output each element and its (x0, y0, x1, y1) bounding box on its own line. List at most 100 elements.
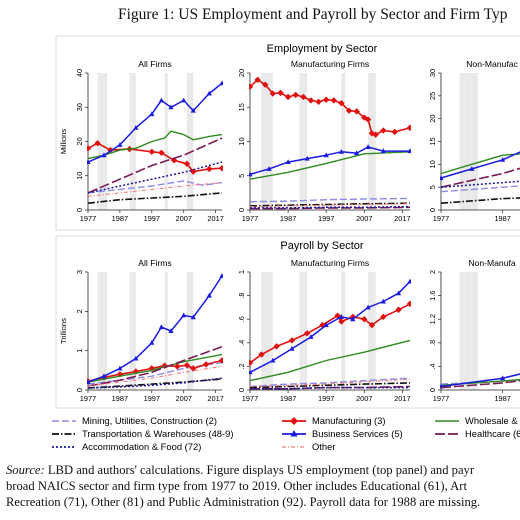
y-tick-label: 0 (428, 388, 437, 392)
point-manufacturing (158, 149, 165, 157)
legend-item-business: Business Services (5) (282, 428, 403, 439)
point-manufacturing (269, 90, 277, 97)
recession-band (265, 73, 270, 210)
point-manufacturing (107, 146, 114, 154)
series-line-healthcare (440, 379, 520, 389)
point-manufacturing (372, 131, 379, 138)
x-tick-label: 2017 (207, 214, 223, 223)
point-business (158, 97, 164, 103)
caption-line-1: LBD and authors' calculations. Figure di… (44, 463, 475, 477)
point-business (469, 166, 475, 171)
y-tick-label: .4 (428, 363, 437, 369)
x-tick-label: 1987 (280, 214, 296, 223)
chart-title: Manufacturing Firms (291, 59, 369, 69)
point-business (87, 159, 91, 165)
point-business (101, 152, 107, 158)
figure-caption: Source: LBD and authors' calculations. F… (6, 462, 520, 510)
series-line-transportation (87, 378, 223, 389)
recession-shading (97, 272, 194, 390)
y-axis-label: Trillions (59, 318, 68, 344)
recession-band (186, 73, 191, 210)
y-tick-label: .2 (237, 363, 246, 369)
legend-item-healthcare: Healthcare (62 (435, 428, 520, 439)
point-manufacturing (380, 313, 387, 321)
point-manufacturing (183, 362, 191, 369)
recession-band (261, 73, 266, 210)
chart-title: All Firms (138, 258, 171, 268)
series-line-healthcare (440, 167, 520, 188)
point-business (266, 166, 272, 171)
point-business (168, 104, 174, 110)
point-manufacturing (361, 316, 368, 323)
legend-marker (290, 430, 298, 437)
recession-band (132, 73, 136, 210)
series-group (249, 76, 411, 210)
recession-band (341, 73, 346, 210)
recession-band (100, 272, 104, 390)
series-line-healthcare (87, 345, 223, 387)
y-tick-label: 1.2 (428, 314, 437, 324)
x-tick-label: 2007 (356, 214, 372, 223)
point-manufacturing (249, 83, 254, 90)
y-tick-label: 0 (237, 208, 246, 212)
point-business (500, 156, 506, 162)
y-tick-label: 5 (428, 185, 437, 189)
y-tick-label: 30 (75, 103, 84, 111)
y-tick-label: 2 (428, 270, 437, 274)
series-line-wholesale (249, 151, 411, 180)
series-group (440, 373, 520, 389)
point-manufacturing (303, 330, 311, 337)
y-tick-label: .4 (237, 340, 246, 346)
point-manufacturing (277, 89, 284, 97)
y-tick-label: 25 (428, 92, 437, 100)
point-business (168, 328, 174, 333)
y-tick-label: 15 (237, 103, 246, 111)
point-manufacturing (258, 351, 265, 358)
point-manufacturing (262, 81, 269, 88)
series-line-mining (249, 377, 411, 388)
y-tick-label: 20 (75, 137, 84, 145)
x-tick-label: 2017 (394, 214, 410, 223)
payroll-panel-bg (55, 235, 520, 409)
recession-band (164, 73, 168, 210)
recession-band (164, 272, 168, 390)
series-line-wholesale (440, 153, 520, 175)
point-business (500, 375, 506, 381)
point-manufacturing (288, 337, 296, 344)
point-business (407, 278, 411, 284)
point-manufacturing (284, 93, 292, 101)
x-tick-label: 2007 (356, 394, 372, 403)
series-group (440, 151, 520, 204)
series-line-accommodation (250, 205, 411, 209)
x-tick-label: 1987 (494, 394, 510, 403)
point-business (270, 357, 276, 363)
x-tick-label: 1987 (280, 394, 296, 403)
figure-canvas: Employment by Sector Payroll by Sector 0… (52, 35, 520, 452)
point-business (206, 292, 212, 298)
x-tick-label: 2017 (394, 394, 410, 403)
series-line-other (87, 182, 223, 197)
y-tick-label: 2 (75, 309, 84, 313)
recession-band (371, 73, 376, 210)
point-manufacturing (206, 165, 213, 173)
x-tick-label: 1977 (433, 394, 449, 403)
point-business (133, 125, 139, 130)
point-manufacturing (218, 165, 223, 172)
y-tick-label: 10 (75, 172, 84, 180)
point-manufacturing (183, 160, 191, 167)
series-line-accommodation (440, 180, 520, 188)
point-business (101, 373, 107, 379)
recession-band (265, 272, 270, 390)
recession-shading (459, 272, 478, 390)
y-tick-label: 1 (75, 349, 84, 353)
x-tick-label: 2007 (175, 394, 191, 403)
point-manufacturing (345, 107, 353, 114)
x-tick-label: 1997 (144, 214, 160, 223)
legend-label: Healthcare (62 (465, 428, 520, 439)
series-line-accommodation (250, 386, 410, 390)
chart-title: Manufacturing Firms (291, 258, 369, 268)
point-business (249, 369, 253, 375)
point-manufacturing (307, 97, 315, 104)
recession-band (459, 73, 466, 210)
